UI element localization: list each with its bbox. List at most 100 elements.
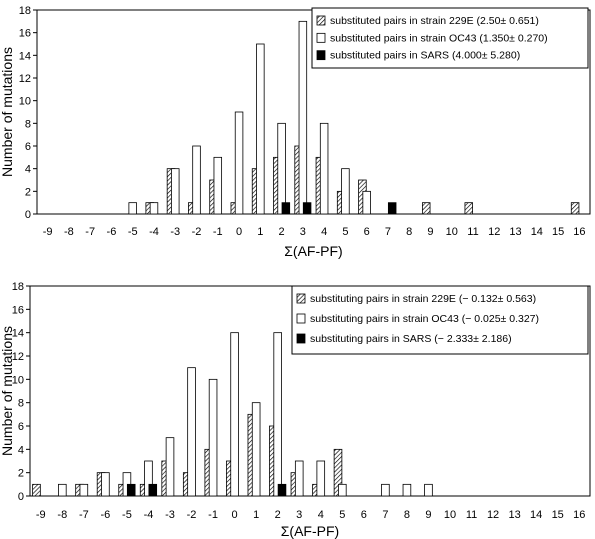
bar-series-1	[464, 202, 473, 215]
x-tick-label: 13	[509, 226, 521, 238]
x-tick-label: -5	[122, 509, 132, 521]
y-tick-label: 14	[19, 50, 31, 62]
x-tick-label: 0	[236, 226, 242, 238]
x-tick-label: -1	[213, 226, 223, 238]
y-tick-label: 0	[25, 209, 31, 221]
legend-label-1: substituting pairs in strain 229E (− 0.1…	[310, 293, 536, 305]
x-tick-label: -6	[107, 226, 117, 238]
legend-box	[311, 7, 589, 69]
x-tick-label: 0	[232, 509, 238, 521]
y-tick-label: 10	[12, 374, 24, 386]
y-tick-label: 2	[25, 186, 31, 198]
x-tick-label: 15	[552, 226, 564, 238]
bar-series-2	[273, 332, 282, 497]
bar-series-2	[149, 202, 159, 215]
x-tick-label: -6	[100, 509, 110, 521]
legend-box	[291, 285, 589, 355]
bar-series-2	[319, 122, 329, 215]
y-tick-label: 8	[18, 398, 24, 410]
y-tick-label: 16	[19, 28, 31, 40]
legend-swatch-3	[316, 50, 326, 61]
bar-series-2	[144, 460, 153, 497]
legend-swatch-3	[296, 333, 306, 344]
x-tick-label: -9	[43, 226, 53, 238]
x-tick-label: 4	[321, 226, 327, 238]
x-tick-label: 8	[404, 509, 410, 521]
y-tick-label: 12	[19, 73, 31, 85]
x-tick-label: 7	[385, 226, 391, 238]
y-tick-label: 6	[25, 141, 31, 153]
x-tick-label: 6	[361, 509, 367, 521]
bar-series-2	[402, 483, 412, 497]
bar-series-2	[128, 202, 137, 215]
x-tick-label: -4	[149, 226, 159, 238]
bar-series-2	[316, 460, 326, 497]
bar-series-2	[251, 402, 261, 497]
x-tick-label: 11	[466, 509, 477, 521]
y-axis-label: Number of mutations	[0, 47, 15, 177]
x-tick-label: 12	[487, 509, 499, 521]
y-tick-label: 18	[19, 5, 31, 17]
y-tick-label: 4	[18, 444, 24, 456]
x-tick-label: -3	[170, 226, 180, 238]
y-tick-label: 2	[18, 468, 24, 480]
x-tick-label: 10	[446, 226, 458, 238]
x-tick-label: 14	[530, 509, 542, 521]
x-tick-label: -3	[165, 509, 175, 521]
legend-label-3: substituting pairs in SARS (− 2.333± 2.1…	[310, 333, 512, 345]
x-tick-label: 16	[573, 226, 585, 238]
x-tick-label: 12	[488, 226, 500, 238]
bar-series-2	[58, 483, 67, 497]
bar-series-3	[302, 202, 312, 215]
x-axis-label: Σ(AF-PF)	[284, 243, 342, 259]
x-tick-label: -7	[85, 226, 95, 238]
x-tick-label: 8	[406, 226, 412, 238]
x-tick-label: -8	[57, 509, 67, 521]
x-tick-label: -9	[36, 509, 46, 521]
bar-series-3	[126, 483, 136, 497]
x-tick-label: 3	[300, 226, 306, 238]
bar-series-3	[281, 202, 291, 215]
bar-series-2	[277, 122, 286, 215]
x-tick-label: -2	[192, 226, 202, 238]
x-tick-label: -8	[64, 226, 74, 238]
legend-swatch-2	[316, 32, 326, 43]
y-tick-label: 14	[12, 328, 24, 340]
x-tick-label: 6	[364, 226, 370, 238]
y-tick-label: 16	[12, 304, 24, 316]
legend-swatch-2	[296, 313, 306, 324]
x-tick-label: 1	[257, 226, 263, 238]
x-tick-label: 2	[275, 509, 281, 521]
bar-series-2	[298, 20, 308, 215]
x-tick-label: 10	[444, 509, 456, 521]
x-tick-label: -1	[208, 509, 218, 521]
x-tick-label: 13	[508, 509, 520, 521]
bar-series-2	[208, 378, 218, 497]
bar-series-3	[387, 202, 397, 215]
bar-series-1	[570, 202, 580, 215]
y-tick-label: 18	[12, 281, 24, 293]
bar-series-2	[362, 190, 371, 215]
y-tick-label: 6	[18, 421, 24, 433]
y-tick-label: 4	[25, 164, 31, 176]
y-tick-label: 0	[18, 491, 24, 503]
y-tick-label: 12	[12, 351, 24, 363]
x-tick-label: 5	[339, 509, 345, 521]
x-tick-label: 9	[425, 509, 431, 521]
x-tick-label: -7	[79, 509, 89, 521]
x-tick-label: 3	[296, 509, 302, 521]
x-tick-label: -2	[187, 509, 197, 521]
x-axis-label: Σ(AF-PF)	[281, 523, 339, 539]
bar-series-3	[148, 483, 158, 497]
x-tick-label: -4	[144, 509, 154, 521]
legend-swatch-1	[316, 15, 326, 26]
x-tick-label: -5	[128, 226, 138, 238]
bar-series-1	[333, 448, 343, 497]
bar-series-1	[32, 483, 41, 497]
y-tick-label: 8	[25, 118, 31, 130]
x-tick-label: 16	[573, 509, 585, 521]
x-tick-label: 15	[552, 509, 564, 521]
